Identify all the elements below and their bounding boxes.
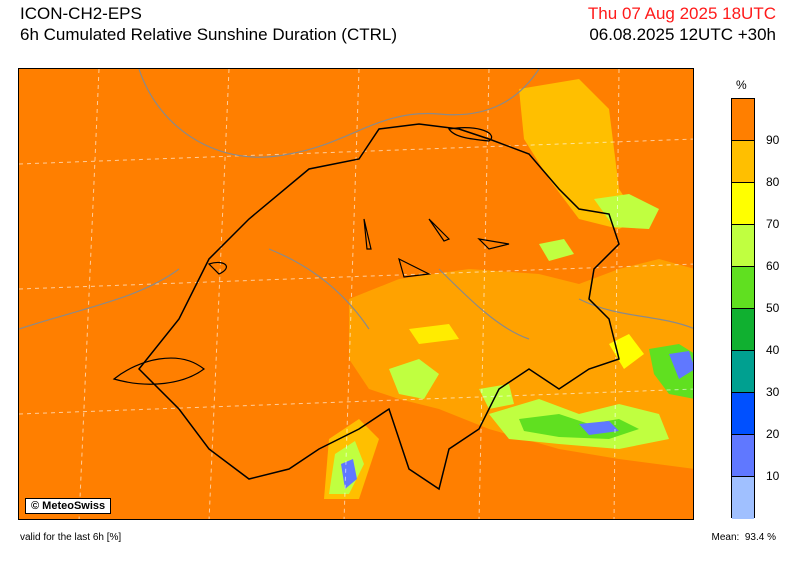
meteoswiss-credit: © MeteoSwiss [25,498,112,514]
country-border [137,123,620,491]
legend-label: 90 [766,133,780,147]
legend-label: 10 [766,469,780,483]
legend-band [732,393,754,435]
run-time: 06.08.2025 12UTC +30h [589,25,776,44]
legend-label: 40 [766,343,780,357]
legend-band [732,351,754,393]
high-sunshine-region [519,79,639,229]
legend-unit: % [736,78,747,92]
legend-label: 30 [766,385,780,399]
legend-band [732,141,754,183]
validity-note: valid for the last 6h [%] [20,532,122,543]
legend-label: 60 [766,259,780,273]
legend-band [732,99,754,141]
legend-band [732,267,754,309]
legend-label: 50 [766,301,780,315]
legend-band [732,435,754,477]
legend-band [732,309,754,351]
product-title: 6h Cumulated Relative Sunshine Duration … [20,25,398,44]
graticule [19,69,693,519]
mean-label: Mean: [711,532,740,543]
legend-band [732,225,754,267]
mean-readout: Mean: 93.4 % [712,532,777,543]
model-name: ICON-CH2-EPS [20,4,142,23]
legend-label: 80 [766,175,780,189]
color-legend [731,98,755,519]
lakes [112,127,510,385]
legend-label: 20 [766,427,780,441]
mean-value: 93.4 % [744,532,776,543]
legend-label: 70 [766,217,780,231]
sunshine-map: © MeteoSwiss [18,68,694,520]
reduced-sunshine-patches [324,194,693,499]
valid-time: Thu 07 Aug 2025 18UTC [587,4,776,23]
legend-band [732,477,754,519]
regional-borders [19,69,693,340]
legend-band [732,183,754,225]
